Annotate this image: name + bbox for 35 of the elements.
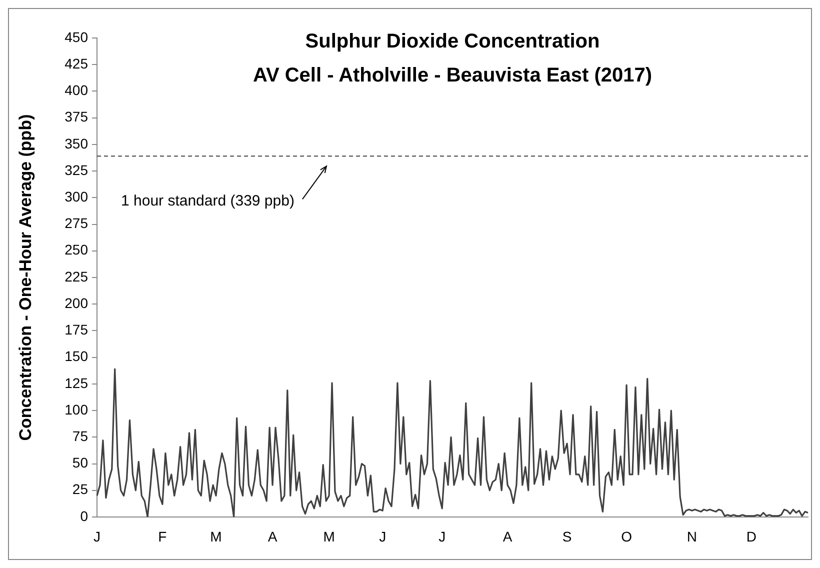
y-tick-label: 300 [64,188,88,205]
y-tick-label: 100 [64,401,88,418]
x-tick-label: M [210,528,222,544]
y-tick-label: 175 [64,322,88,338]
y-tick-label: 350 [64,135,88,152]
x-tick-label: A [502,528,513,544]
ref-line-label: 1 hour standard (339 ppb) [121,192,294,210]
text: AV Cell - Atholville - Beauvista East (2017) [252,64,652,87]
y-tick-label: 325 [64,162,88,178]
y-tick-label: 425 [64,55,88,72]
x-tick-label: S [562,528,572,544]
y-tick-label: 25 [72,481,88,498]
y-tick-label: 150 [64,348,88,364]
x-tick-label: D [746,528,757,544]
y-tick-label: 125 [64,374,88,391]
x-tick-label: J [379,528,386,544]
y-axis-title: Concentration - One-Hour Average (ppb) [16,114,35,441]
y-tick-label: 375 [64,108,88,125]
y-tick-label: 75 [72,428,88,444]
x-tick-label: A [268,528,278,544]
x-tick-label: M [323,528,335,544]
x-tick-label: J [94,528,100,544]
y-tick-label: 50 [72,454,88,471]
y-tick-label: 250 [64,242,88,258]
y-tick-label: 400 [64,82,88,98]
x-tick-label: J [438,528,446,544]
y-tick-label: 275 [64,215,88,232]
x-tick-label: F [158,528,167,544]
y-tick-label: 200 [64,294,88,311]
y-tick-label: 225 [64,268,88,284]
y-tick-label: 0 [80,508,88,524]
x-tick-label: O [621,528,632,544]
y-tick-label: 450 [64,28,88,45]
x-tick-label: N [686,528,698,544]
chart-title: Sulphur Dioxide Concentration [305,30,600,53]
